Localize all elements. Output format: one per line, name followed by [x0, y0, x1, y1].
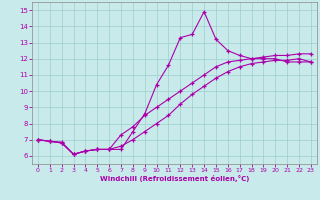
X-axis label: Windchill (Refroidissement éolien,°C): Windchill (Refroidissement éolien,°C) — [100, 175, 249, 182]
